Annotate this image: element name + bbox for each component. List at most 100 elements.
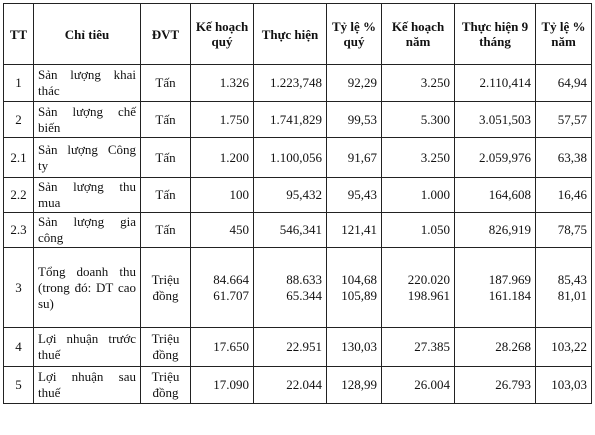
table-row: 3 Tổng doanh thu (trong đó: DT cao su) T…	[3, 247, 592, 328]
row-thuc-hien-9-thang: 826,919	[454, 212, 536, 248]
row-thuc-hien: 22.044	[253, 366, 327, 404]
row-ty-le-nam: 63,38	[535, 137, 592, 178]
row-thuc-hien-9-thang: 187.969 161.184	[454, 247, 536, 328]
row-ty-le-quy: 92,29	[326, 64, 382, 102]
row-tt: 1	[3, 64, 34, 102]
header-dvt: ĐVT	[140, 3, 191, 65]
row-thuc-hien-9-thang: 28.268	[454, 327, 536, 367]
table-row: 5 Lợi nhuận sau thuế Triệu đồng 17.090 2…	[3, 366, 592, 404]
row-unit: Tấn	[140, 101, 191, 138]
row-ke-hoach-quy: 84.664 61.707	[190, 247, 254, 328]
row-thuc-hien: 95,432	[253, 177, 327, 213]
row-thuc-hien-9-thang: 3.051,503	[454, 101, 536, 138]
row-tt: 2.3	[3, 212, 34, 248]
row-ty-le-quy: 95,43	[326, 177, 382, 213]
row-thuc-hien: 22.951	[253, 327, 327, 367]
row-ty-le-nam: 103,22	[535, 327, 592, 367]
row-thuc-hien-9-thang: 2.059,976	[454, 137, 536, 178]
row-ke-hoach-quy: 1.750	[190, 101, 254, 138]
row-name: Sản lượng Công ty	[33, 137, 141, 178]
value-rubber: 105,89	[341, 287, 377, 303]
header-ty-le-nam: Tỷ lệ % năm	[535, 3, 592, 65]
row-ke-hoach-quy: 1.200	[190, 137, 254, 178]
row-ke-hoach-quy: 450	[190, 212, 254, 248]
row-ty-le-quy: 99,53	[326, 101, 382, 138]
row-thuc-hien-9-thang: 164,608	[454, 177, 536, 213]
row-name: Sản lượng gia công	[33, 212, 141, 248]
row-thuc-hien-9-thang: 2.110,414	[454, 64, 536, 102]
value-total: 85,43	[557, 271, 587, 287]
row-tt: 4	[3, 327, 34, 367]
row-tt: 2	[3, 101, 34, 138]
row-thuc-hien-9-thang: 26.793	[454, 366, 536, 404]
row-unit: Triệu đồng	[140, 247, 191, 328]
results-table: TT Chỉ tiêu ĐVT Kế hoạch quý Thực hiện T…	[3, 3, 592, 404]
header-thuc-hien-9-thang: Thực hiện 9 tháng	[454, 3, 536, 65]
row-ke-hoach-nam: 3.250	[381, 64, 455, 102]
table-row: 1 Sản lượng khai thác Tấn 1.326 1.223,74…	[3, 64, 592, 102]
row-ty-le-nam: 103,03	[535, 366, 592, 404]
header-ke-hoach-quy: Kế hoạch quý	[190, 3, 254, 65]
header-chi-tieu: Chỉ tiêu	[33, 3, 141, 65]
row-ke-hoach-nam: 27.385	[381, 327, 455, 367]
row-tt: 2.1	[3, 137, 34, 178]
row-thuc-hien: 88.633 65.344	[253, 247, 327, 328]
value-rubber: 198.961	[407, 287, 450, 303]
row-ke-hoach-nam: 220.020 198.961	[381, 247, 455, 328]
row-thuc-hien: 1.741,829	[253, 101, 327, 138]
row-ke-hoach-quy: 100	[190, 177, 254, 213]
row-tt: 3	[3, 247, 34, 328]
table-row: 2.2 Sản lượng thu mua Tấn 100 95,432 95,…	[3, 177, 592, 213]
row-unit: Tấn	[140, 64, 191, 102]
row-unit: Tấn	[140, 137, 191, 178]
row-thuc-hien: 546,341	[253, 212, 327, 248]
value-total: 88.633	[286, 271, 322, 287]
row-unit: Triệu đồng	[140, 366, 191, 404]
table-row: 4 Lợi nhuận trước thuế Triệu đồng 17.650…	[3, 327, 592, 367]
row-name: Lợi nhuận sau thuế	[33, 366, 141, 404]
row-ke-hoach-quy: 1.326	[190, 64, 254, 102]
value-total: 104,68	[341, 271, 377, 287]
row-unit: Tấn	[140, 212, 191, 248]
value-total: 187.969	[488, 271, 531, 287]
header-row: TT Chỉ tiêu ĐVT Kế hoạch quý Thực hiện T…	[3, 3, 592, 65]
row-unit: Triệu đồng	[140, 327, 191, 367]
table-row: 2.3 Sản lượng gia công Tấn 450 546,341 1…	[3, 212, 592, 248]
value-rubber: 65.344	[286, 287, 322, 303]
header-ty-le-quy: Tỷ lệ % quý	[326, 3, 382, 65]
row-ty-le-quy: 121,41	[326, 212, 382, 248]
row-ty-le-quy: 104,68 105,89	[326, 247, 382, 328]
value-total: 84.664	[213, 271, 249, 287]
row-ty-le-nam: 57,57	[535, 101, 592, 138]
row-name: Sản lượng khai thác	[33, 64, 141, 102]
header-thuc-hien: Thực hiện	[253, 3, 327, 65]
row-name: Tổng doanh thu (trong đó: DT cao su)	[33, 247, 141, 328]
row-ty-le-quy: 91,67	[326, 137, 382, 178]
table-row: 2.1 Sản lượng Công ty Tấn 1.200 1.100,05…	[3, 137, 592, 178]
row-ty-le-quy: 130,03	[326, 327, 382, 367]
value-rubber: 81,01	[557, 287, 587, 303]
row-thuc-hien: 1.100,056	[253, 137, 327, 178]
row-ke-hoach-nam: 3.250	[381, 137, 455, 178]
row-ke-hoach-quy: 17.650	[190, 327, 254, 367]
row-ty-le-nam: 64,94	[535, 64, 592, 102]
row-ke-hoach-nam: 1.050	[381, 212, 455, 248]
row-ty-le-nam: 85,43 81,01	[535, 247, 592, 328]
row-thuc-hien: 1.223,748	[253, 64, 327, 102]
row-tt: 2.2	[3, 177, 34, 213]
value-total: 220.020	[407, 271, 450, 287]
header-tt: TT	[3, 3, 34, 65]
header-ke-hoach-nam: Kế hoạch năm	[381, 3, 455, 65]
row-ke-hoach-nam: 26.004	[381, 366, 455, 404]
row-ty-le-nam: 78,75	[535, 212, 592, 248]
row-tt: 5	[3, 366, 34, 404]
row-name: Lợi nhuận trước thuế	[33, 327, 141, 367]
row-ke-hoach-nam: 1.000	[381, 177, 455, 213]
row-name: Sản lượng thu mua	[33, 177, 141, 213]
row-ke-hoach-nam: 5.300	[381, 101, 455, 138]
row-ty-le-nam: 16,46	[535, 177, 592, 213]
row-unit: Tấn	[140, 177, 191, 213]
row-ty-le-quy: 128,99	[326, 366, 382, 404]
row-name: Sản lượng chế biến	[33, 101, 141, 138]
